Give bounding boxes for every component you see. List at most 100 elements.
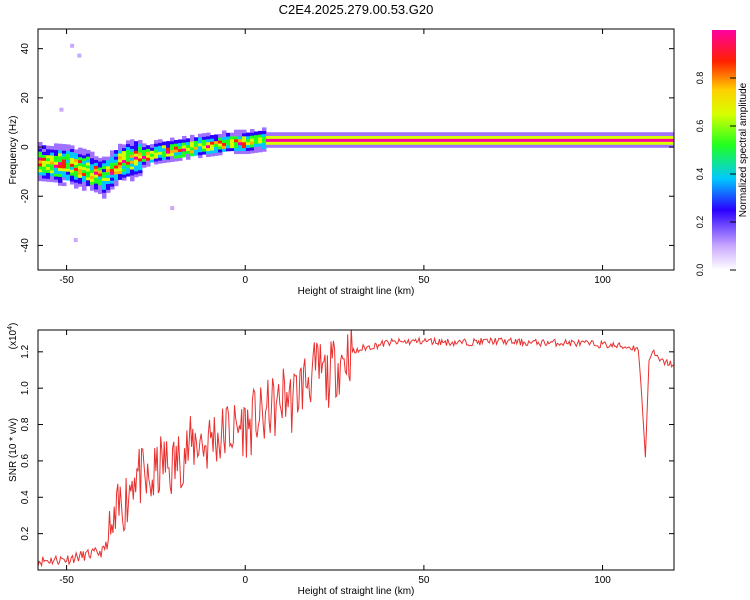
heatmap-cell: [206, 153, 211, 158]
heatmap-cell: [314, 132, 319, 136]
snr-y-axis-label: SNR (10 * v/v): [8, 418, 19, 482]
heatmap-cell: [570, 141, 575, 145]
heatmap-cell: [294, 144, 299, 148]
heatmap-cell: [46, 172, 51, 176]
heatmap-cell: [254, 131, 259, 136]
heatmap-cell: [554, 141, 559, 145]
heatmap-cell: [494, 138, 499, 142]
heatmap-cell: [282, 132, 287, 136]
heatmap-cell: [94, 165, 99, 169]
heatmap-cell: [190, 134, 195, 139]
heatmap-cell: [66, 176, 71, 181]
heatmap-cell: [466, 135, 471, 139]
heatmap-cell: [98, 175, 103, 180]
heatmap-cell: [366, 144, 371, 148]
heatmap-cell: [578, 132, 583, 136]
spectrogram-ytick-label: 0: [20, 144, 31, 150]
heatmap-cell: [98, 187, 103, 192]
heatmap-cell: [62, 182, 67, 187]
spectrogram-y-axis-label: Frequency (Hz): [8, 116, 19, 185]
heatmap-cell: [250, 146, 255, 151]
heatmap-cell: [534, 141, 539, 145]
heatmap-cell: [586, 141, 591, 145]
heatmap-cell: [62, 173, 67, 178]
colorbar-label: Normalized spectral amplitude: [738, 82, 749, 217]
heatmap-cell: [102, 174, 107, 179]
heatmap-cell: [270, 138, 275, 142]
heatmap-cell: [102, 180, 107, 184]
heatmap-cell: [502, 135, 507, 139]
heatmap-cell: [46, 157, 51, 162]
heatmap-cell: [146, 162, 151, 167]
heatmap-cell: [118, 149, 123, 154]
heatmap-cell: [38, 177, 43, 182]
heatmap-cell: [650, 132, 655, 136]
heatmap-cell: [62, 152, 67, 157]
heatmap-cell: [102, 194, 107, 199]
heatmap-cell: [58, 167, 63, 172]
heatmap-cell: [298, 144, 303, 148]
heatmap-cell: [530, 144, 535, 148]
heatmap-cell: [446, 144, 451, 148]
heatmap-cell: [234, 141, 239, 146]
heatmap-cell: [602, 135, 607, 139]
heatmap-cell: [654, 135, 659, 139]
heatmap-cell: [666, 141, 671, 145]
heatmap-cell: [166, 144, 171, 148]
heatmap-cell: [238, 129, 243, 134]
spectrogram-x-axis-label: Height of straight line (km): [298, 286, 415, 297]
heatmap-cell: [206, 141, 211, 146]
heatmap-cell: [50, 166, 55, 171]
heatmap-cell: [154, 157, 159, 162]
heatmap-cell: [70, 174, 75, 179]
heatmap-cell: [254, 146, 259, 150]
heatmap-cell: [610, 138, 615, 142]
spectrogram-x-ticks: -50 0 50 100: [59, 29, 611, 286]
heatmap-cell: [570, 138, 575, 142]
heatmap-cell: [230, 141, 235, 146]
heatmap-cell: [518, 132, 523, 136]
snr-xtick-label: 0: [242, 575, 248, 586]
heatmap-cell: [146, 159, 151, 164]
heatmap-cell: [438, 132, 443, 136]
heatmap-cell: [582, 144, 587, 148]
heatmap-cell: [54, 149, 59, 153]
heatmap-cell: [670, 141, 674, 145]
heatmap-cell: [262, 148, 267, 152]
snr-ytick-label: 0.6: [20, 454, 31, 468]
snr-scale-suffix: ): [8, 323, 19, 326]
heatmap-cell: [326, 144, 331, 148]
heatmap-noise-cell: [77, 53, 82, 58]
heatmap-cell: [66, 156, 71, 160]
heatmap-cell: [454, 141, 459, 145]
heatmap-cell: [138, 166, 143, 171]
heatmap-cell: [538, 141, 543, 145]
heatmap-cell: [654, 138, 659, 142]
heatmap-cell: [234, 150, 239, 155]
heatmap-cell: [54, 172, 59, 177]
heatmap-cell: [242, 147, 247, 152]
heatmap-cell: [286, 132, 291, 136]
snr-xtick-label: 50: [418, 575, 430, 586]
heatmap-cell: [370, 144, 375, 148]
heatmap-cell: [250, 134, 255, 139]
heatmap-cell: [354, 135, 359, 139]
heatmap-cell: [58, 149, 63, 154]
heatmap-cell: [222, 145, 227, 149]
heatmap-cell: [622, 132, 627, 136]
heatmap-cell: [622, 141, 627, 145]
heatmap-cell: [66, 147, 71, 152]
heatmap-cell: [58, 155, 63, 160]
heatmap-cell: [574, 135, 579, 139]
spectrogram-panel: -50 0 50 100 -40 -20 0 20 40 Height of straight…: [8, 28, 675, 297]
heatmap-cell: [86, 176, 91, 181]
heatmap-cell: [98, 157, 103, 162]
spectrogram-ytick-label: 20: [20, 92, 31, 104]
snr-plot-frame: [37, 329, 675, 571]
heatmap-cell: [206, 144, 211, 149]
heatmap-cell: [426, 138, 431, 142]
heatmap-cell: [70, 148, 75, 153]
heatmap-cell: [94, 171, 99, 175]
heatmap-cell: [138, 140, 143, 144]
heatmap-cell: [250, 137, 255, 142]
